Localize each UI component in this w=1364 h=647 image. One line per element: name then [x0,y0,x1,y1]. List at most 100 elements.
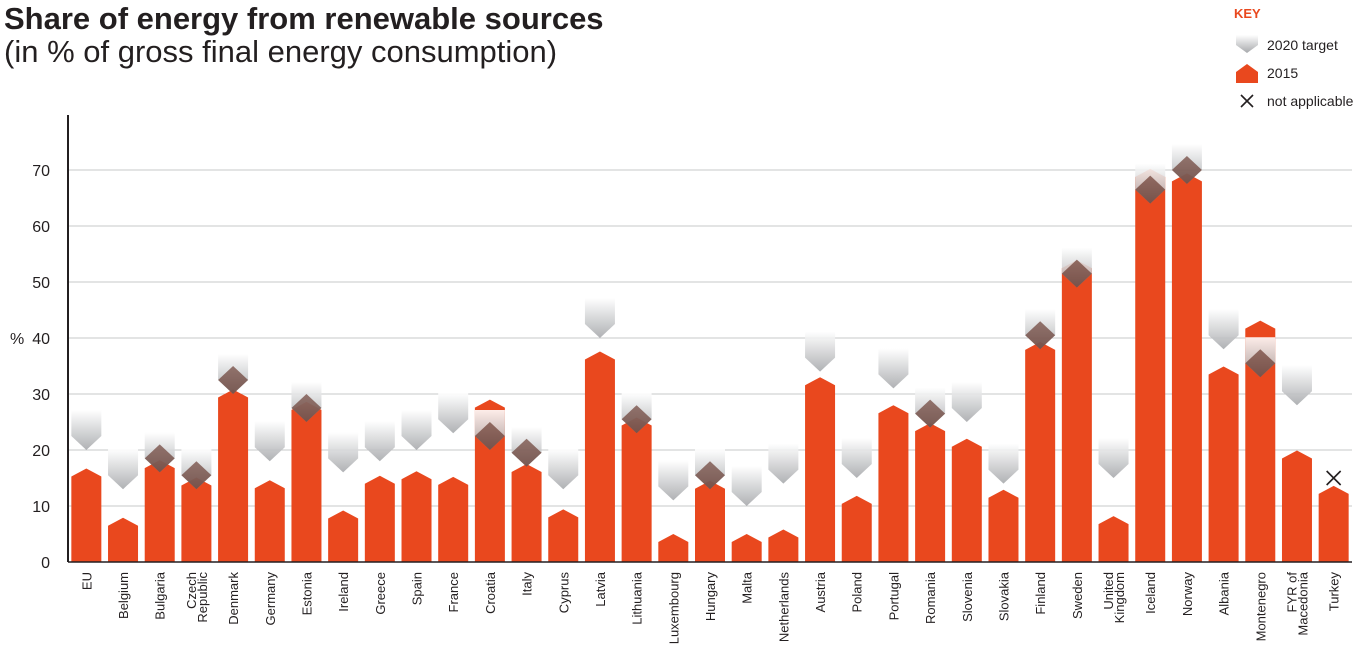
bar [254,480,285,562]
x-tick-label: Portugal [886,572,901,621]
y-tick-label: 40 [32,331,50,348]
bar [71,468,102,562]
bar [805,377,836,562]
x-tick-label: Cyprus [556,572,571,614]
y-tick-label: 20 [32,443,50,460]
bar [401,471,432,562]
target-marker [731,466,762,506]
target-chevron-icon [1230,33,1264,57]
target-marker [548,449,579,490]
chart-title: Share of energy from renewable sources [4,1,604,36]
target-marker [364,421,395,462]
bar [915,423,946,562]
bar [878,405,909,562]
target-marker [841,438,872,478]
x-tick-label: Iceland [1143,572,1158,614]
bar [1171,173,1202,563]
target-overlap-marker [1135,175,1166,204]
x-tick-label: Spain [410,572,425,605]
x-tick-label: Estonia [299,571,314,615]
bar [218,389,249,562]
bar [1061,260,1092,562]
x-tick-label: UnitedKingdom [1101,572,1127,623]
target-overlap-marker [695,461,725,490]
target-marker [805,331,836,372]
bar [695,480,725,562]
target-marker [658,460,689,501]
x-tick-label: Turkey [1327,572,1342,612]
target-overlap-marker [474,422,505,450]
x-tick-label: Italy [520,572,535,596]
bar [658,534,689,562]
target-marker [328,432,359,473]
bar [988,489,1019,562]
target-marker [951,382,982,422]
target-marker [768,443,799,484]
x-tick-label: Latvia [593,571,608,606]
bar [511,464,542,562]
bar [951,438,982,562]
legend-label-target: 2020 target [1267,37,1338,53]
legend: KEY 2020 target 2015 not applicable [1230,6,1364,117]
bar [1098,516,1129,562]
y-tick-label: 60 [32,219,50,236]
target-marker [988,443,1019,484]
x-tick-label: Denmark [226,572,241,625]
x-tick-label: Finland [1033,572,1048,615]
x-tick-label: Lithuania [630,571,645,625]
target-overlap-marker [511,438,542,467]
bar [1025,341,1056,562]
bar [731,534,762,562]
x-tick-label: Netherlands [776,572,791,643]
x-tick-label: Belgium [116,572,131,619]
x-tick-label: CzechRepublic [184,572,210,623]
target-marker [108,449,139,490]
target-marker [438,393,469,434]
target-marker [1208,309,1239,350]
x-tick-label: Montenegro [1253,572,1268,641]
cross-icon [1230,89,1264,113]
chart-subtitle: (in % of gross final energy consumption) [4,34,558,69]
x-tick-label: Sweden [1070,572,1085,619]
y-axis-label: % [10,331,24,348]
bar [841,495,872,562]
x-tick-label: Slovenia [960,571,975,622]
target-overlap-marker [218,366,249,394]
target-overlap-marker [1245,349,1276,378]
y-tick-label: 50 [32,275,50,292]
bar [548,509,579,562]
bar [1208,366,1239,562]
bar [181,477,212,562]
bar [108,517,139,562]
target-overlap-marker [1025,321,1056,350]
target-marker [584,298,615,338]
x-tick-label: Bulgaria [153,571,168,619]
legend-title: KEY [1234,6,1261,21]
x-tick-label: Ireland [336,572,351,612]
target-overlap-marker [621,405,652,434]
target-marker [71,410,102,450]
legend-item-not-applicable: not applicable [1230,89,1364,113]
bar [328,510,359,562]
x-tick-label: Austria [813,571,828,612]
target-overlap-marker [1061,259,1092,288]
legend-item-target: 2020 target [1230,33,1364,57]
bar [1281,450,1312,562]
bar [768,529,799,562]
bar [584,351,615,562]
target-marker [254,421,285,462]
not-applicable-marker [1326,470,1342,486]
x-tick-label: France [446,572,461,612]
legend-item-2015: 2015 [1230,61,1364,85]
x-tick-label: Germany [263,572,278,626]
bar [1245,320,1276,562]
x-tick-label: Poland [850,572,865,612]
house-bar-icon [1230,61,1264,85]
x-tick-label: Luxembourg [666,572,681,644]
y-tick-label: 30 [32,387,50,404]
bar [438,476,469,562]
x-tick-label: Norway [1180,572,1195,617]
x-tick-label: Malta [740,571,755,604]
y-tick-label: 0 [41,555,50,572]
